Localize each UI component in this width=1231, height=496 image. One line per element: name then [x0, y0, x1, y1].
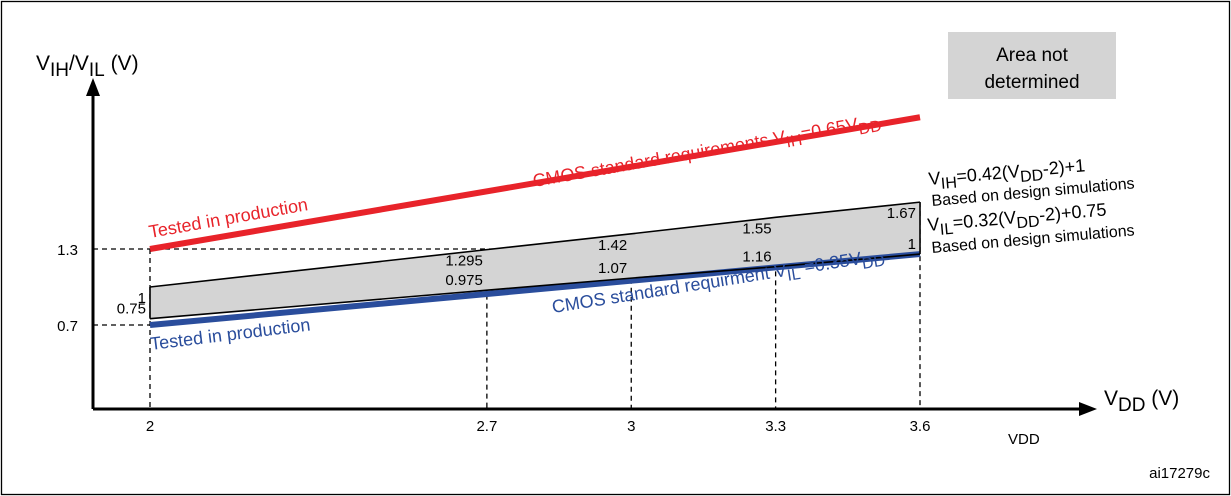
x-axis-arrow	[1079, 402, 1097, 416]
legend-swatch	[948, 32, 1116, 99]
vil-point-label: 1.16	[742, 249, 771, 266]
axes	[86, 78, 1097, 416]
vil-point-label: 1.07	[598, 260, 627, 277]
x-tick-label: 3.6	[910, 418, 931, 435]
undetermined-band	[150, 202, 920, 319]
x-axis-extra-label: VDD	[1008, 431, 1040, 448]
y-axis-arrow	[86, 78, 100, 96]
vih-point-label: 1.55	[742, 220, 771, 237]
vih-point-label: 1.67	[887, 205, 916, 222]
x-tick-label: 3.3	[765, 418, 786, 435]
vil-point-label: 0.75	[117, 301, 146, 318]
y-tick-label: 1.3	[57, 242, 78, 259]
legend-line-1: Area not	[996, 45, 1069, 66]
figure-id: ai17279c	[1149, 465, 1210, 482]
cmos-vih-label: CMOS standard requirements VIH=0.65VDD	[531, 110, 883, 196]
vil-point-label: 0.975	[445, 272, 483, 289]
legend-line-2: determined	[984, 72, 1079, 93]
series-line-design-vih	[149, 201, 921, 288]
x-tick-label: 2	[146, 418, 154, 435]
series-line-cmos-vih	[149, 114, 921, 252]
tick-labels: 2 2.7 3 3.3 3.6 0.7 1.3	[57, 242, 930, 435]
band-group	[150, 202, 920, 319]
point-labels: 1 1.295 1.42 1.55 1.67 0.75 0.975 1.07 1.16 1	[117, 205, 916, 318]
vih-equation: VIH=0.42(VDD-2)+1	[928, 155, 1087, 194]
y-tick-label: 0.7	[57, 318, 78, 335]
series-line-design-vil	[149, 253, 921, 320]
vih-point-label: 1	[138, 290, 146, 307]
vih-point-label: 1.295	[445, 253, 483, 270]
x-axis-label: VDD (V)	[1104, 387, 1179, 416]
y-axis-label: VIH/VIL (V)	[36, 52, 139, 81]
x-tick-label: 2.7	[476, 418, 497, 435]
x-tick-label: 3	[627, 418, 635, 435]
vih-point-label: 1.42	[598, 237, 627, 254]
series-lines	[149, 114, 921, 328]
vil-equation: VIL=0.32(VDD-2)+0.75	[927, 199, 1108, 240]
vil-point-label: 1	[908, 236, 916, 253]
